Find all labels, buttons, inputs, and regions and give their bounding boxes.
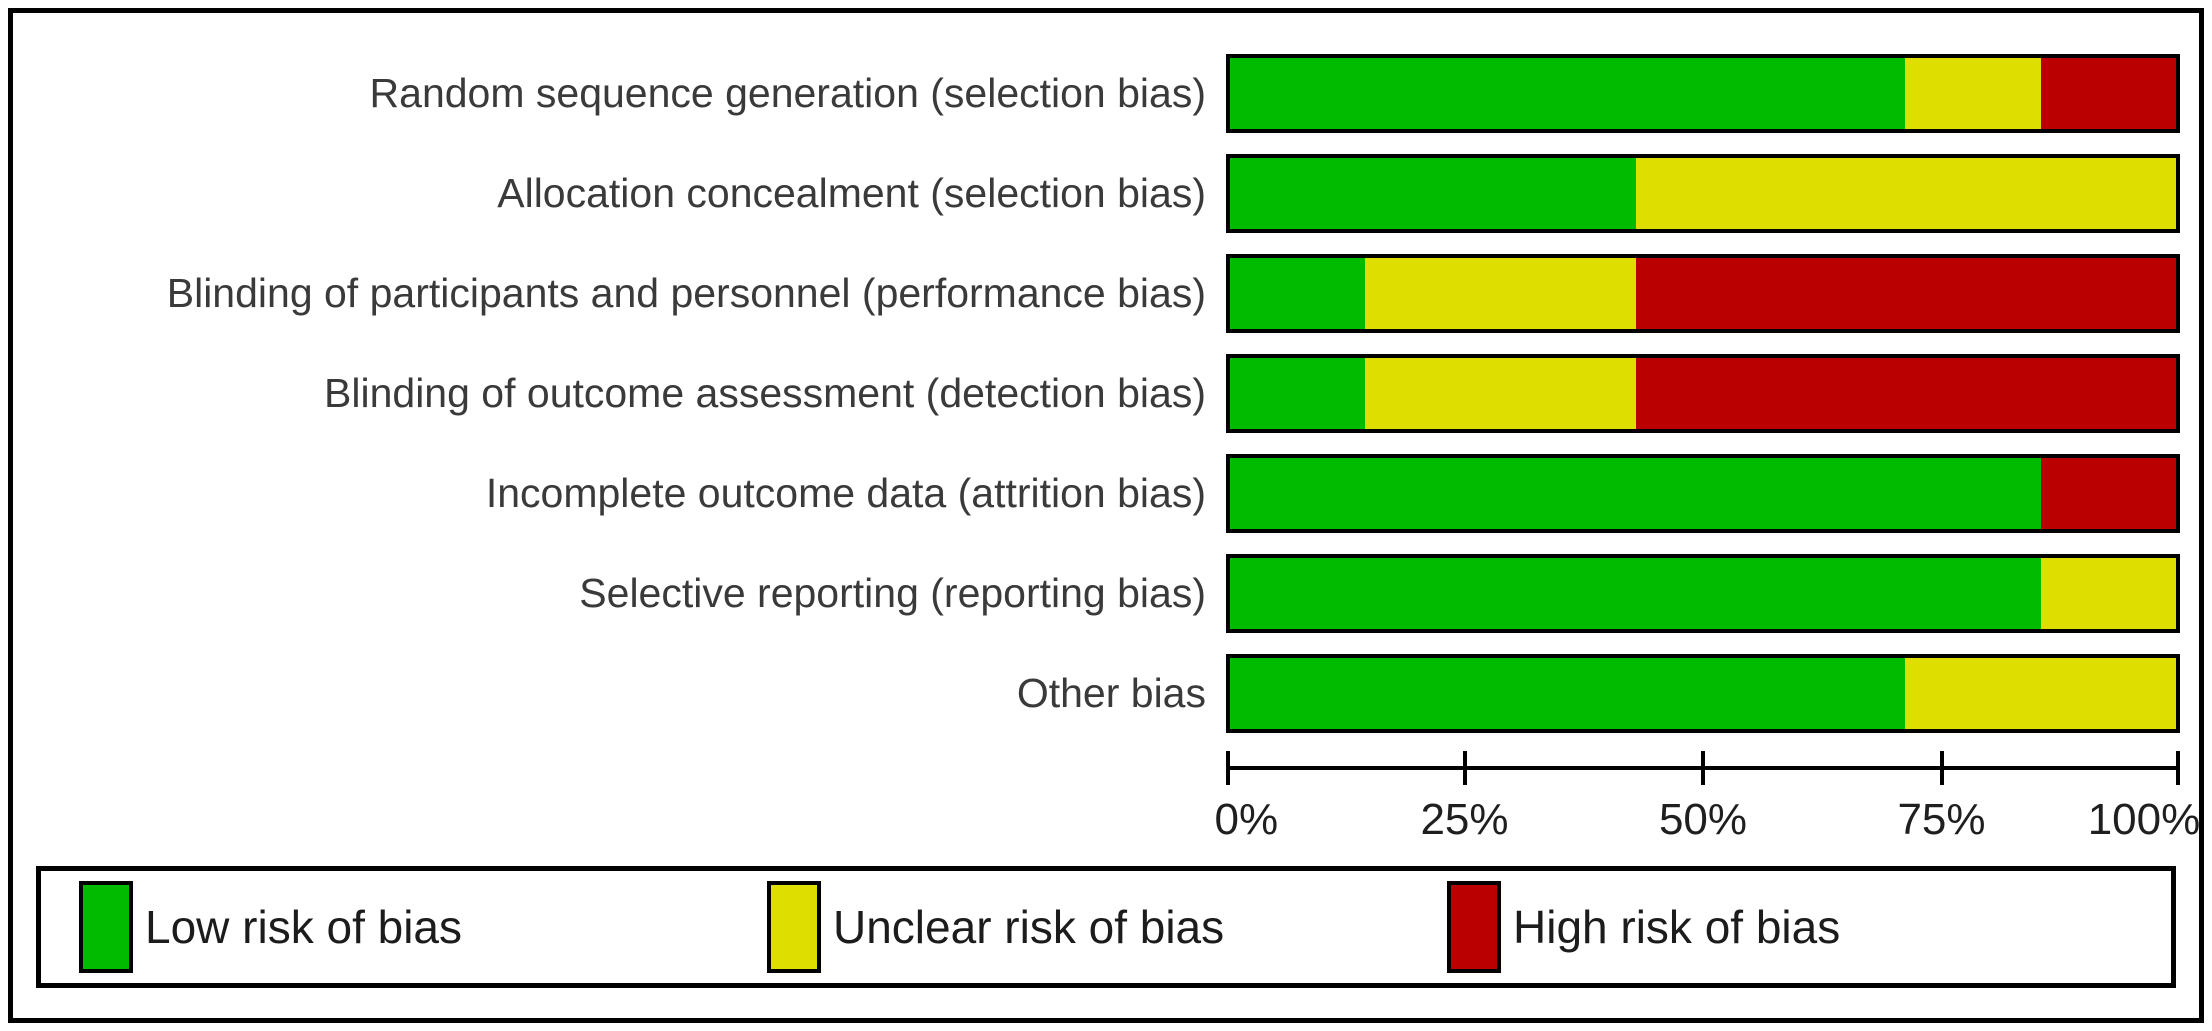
bar-segment-low: [1230, 57, 1906, 129]
x-axis-tick-label: 50%: [1658, 795, 1748, 844]
legend-swatch-unclear: [767, 881, 821, 973]
chart-row: Blinding of outcome assessment (detectio…: [13, 343, 2199, 443]
legend-item: High risk of bias: [1447, 871, 1840, 983]
bar-segment-low: [1230, 657, 1906, 729]
bar-segment-high: [1635, 357, 2176, 429]
bar-segment-high: [2040, 457, 2176, 529]
chart-row: Random sequence generation (selection bi…: [13, 43, 2199, 143]
bar-segment-unclear: [1365, 257, 1636, 329]
chart-row: Allocation concealment (selection bias): [13, 143, 2199, 243]
bar-segment-unclear: [1635, 157, 2176, 229]
bar-segment-unclear: [2040, 557, 2176, 629]
chart-row: Selective reporting (reporting bias): [13, 543, 2199, 643]
bar-segment-low: [1230, 257, 1366, 329]
bar-segment-unclear: [1905, 57, 2041, 129]
legend-label: Low risk of bias: [145, 901, 463, 953]
chart-row: Incomplete outcome data (attrition bias): [13, 443, 2199, 543]
x-axis-tick-labels: 0% 25% 50% 75% 100%: [1215, 795, 2201, 855]
stacked-bar: [1226, 53, 2180, 133]
bar-segment-high: [2040, 57, 2176, 129]
bar-rows: Random sequence generation (selection bi…: [13, 43, 2199, 743]
legend-label: High risk of bias: [1513, 901, 1841, 953]
chart-row: Other bias: [13, 643, 2199, 743]
category-label: Allocation concealment (selection bias): [497, 169, 1206, 216]
stacked-bar: [1226, 153, 2180, 233]
x-axis-tick-label: 100%: [2087, 795, 2201, 844]
category-label: Random sequence generation (selection bi…: [369, 69, 1206, 116]
legend-item: Unclear risk of bias: [767, 871, 1224, 983]
category-label: Other bias: [1016, 669, 1206, 716]
x-axis-tick: [1462, 751, 1467, 785]
x-axis-tick-label: 75%: [1897, 795, 1986, 844]
bar-segment-unclear: [1905, 657, 2176, 729]
chart-row: Blinding of participants and personnel (…: [13, 243, 2199, 343]
bar-segment-high: [1635, 257, 2176, 329]
x-axis-tick-label: 0%: [1214, 795, 1279, 844]
bar-segment-low: [1230, 457, 2041, 529]
x-axis-tick: [1939, 751, 1944, 785]
risk-of-bias-graph: Random sequence generation (selection bi…: [8, 8, 2204, 1023]
stacked-bar: [1226, 553, 2180, 633]
stacked-bar: [1226, 253, 2180, 333]
bar-segment-low: [1230, 357, 1366, 429]
category-label: Selective reporting (reporting bias): [579, 569, 1206, 616]
category-label: Incomplete outcome data (attrition bias): [485, 469, 1206, 516]
x-axis-line-area: [1226, 751, 2180, 787]
legend-box: Low risk of bias Unclear risk of bias High…: [36, 866, 2176, 988]
legend-swatch-low: [79, 881, 133, 973]
legend-item: Low risk of bias: [79, 871, 462, 983]
bar-segment-low: [1230, 557, 2041, 629]
stacked-bar: [1226, 453, 2180, 533]
category-label: Blinding of outcome assessment (detectio…: [324, 369, 1206, 416]
x-axis-tick-label: 25%: [1420, 795, 1509, 844]
category-label: Blinding of participants and personnel (…: [166, 269, 1206, 316]
bar-segment-unclear: [1365, 357, 1636, 429]
x-axis-tick: [1226, 751, 1230, 785]
legend-swatch-high: [1447, 881, 1501, 973]
stacked-bar: [1226, 353, 2180, 433]
bar-segment-low: [1230, 157, 1636, 229]
x-axis-tick: [1701, 751, 1705, 785]
x-axis: 0% 25% 50% 75% 100%: [1215, 751, 2201, 855]
legend-label: Unclear risk of bias: [833, 901, 1225, 953]
x-axis-tick: [2176, 751, 2180, 785]
stacked-bar: [1226, 653, 2180, 733]
